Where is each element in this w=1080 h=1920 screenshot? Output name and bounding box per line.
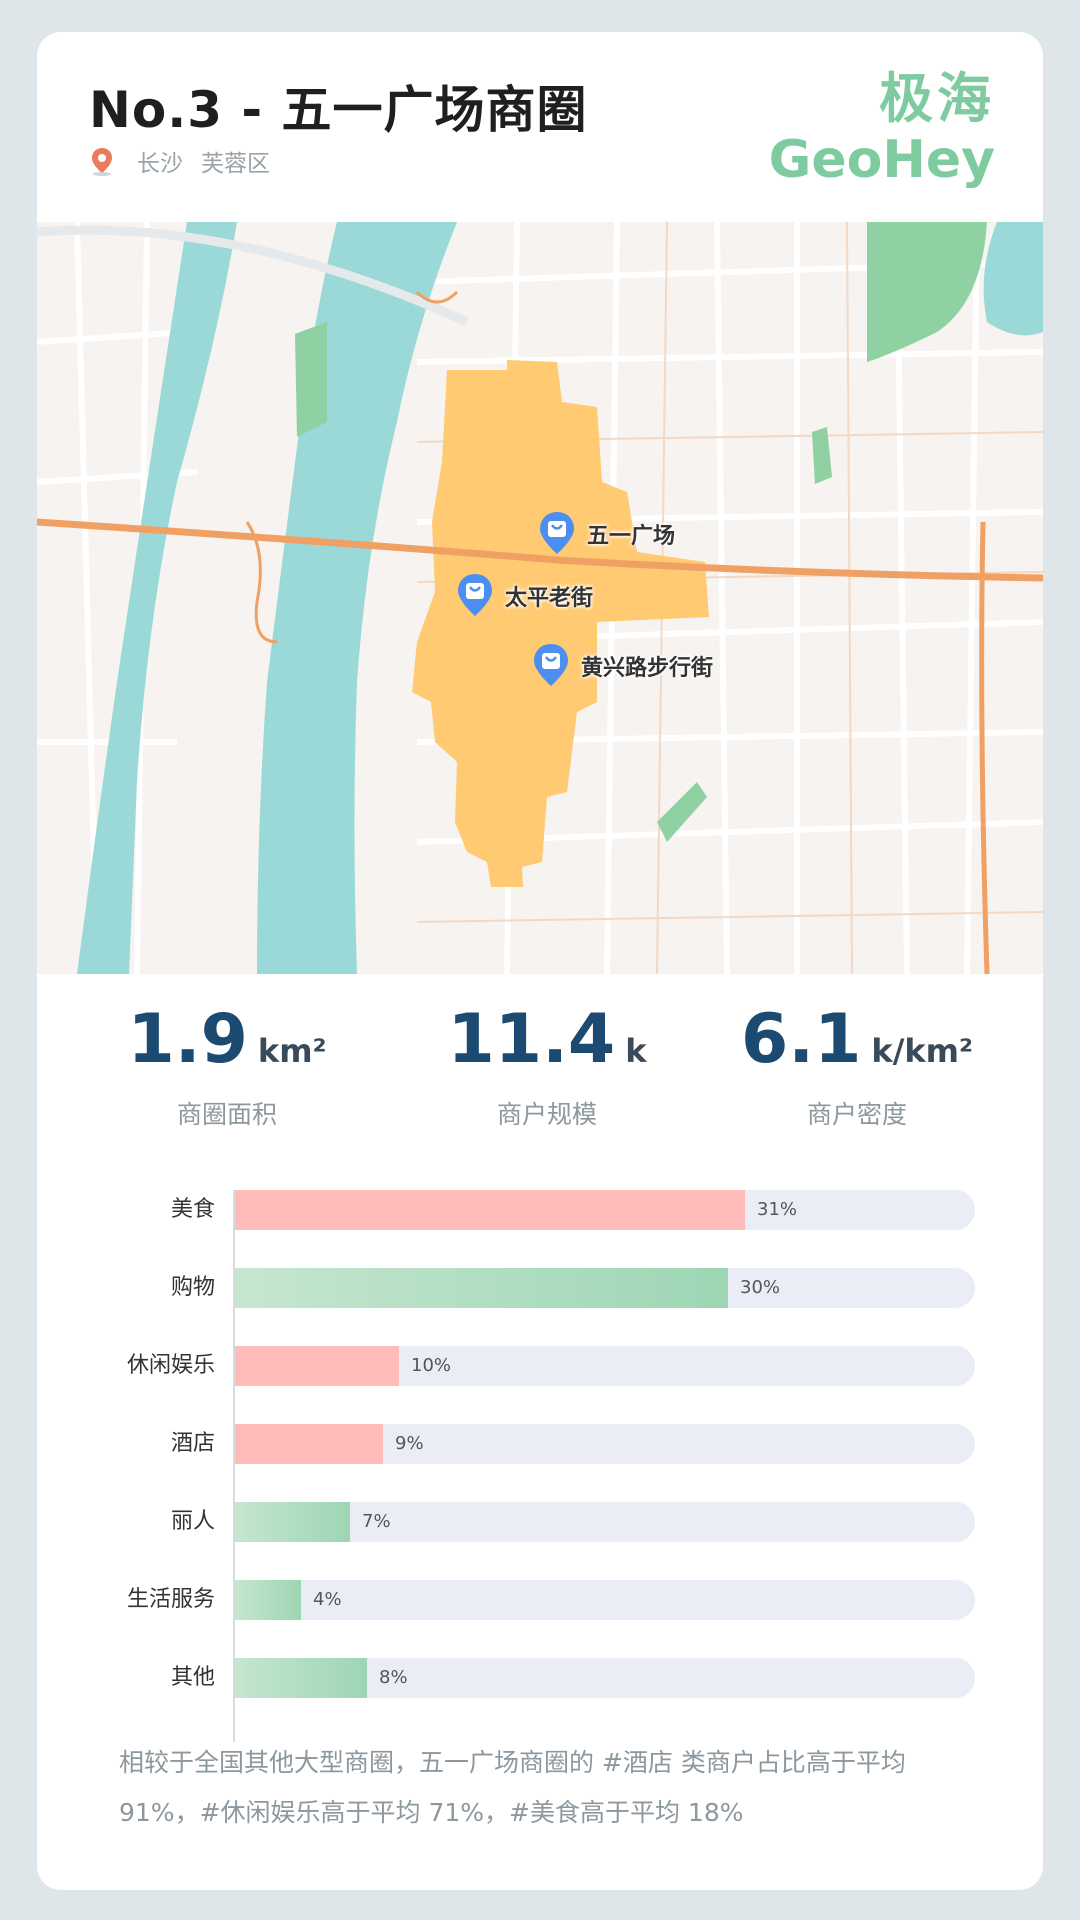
bar-row: 生活服务 4%: [37, 1580, 1043, 1620]
bar-category-label: 生活服务: [126, 1587, 215, 1612]
map[interactable]: 五一广场 太平老街 黄兴路步行街: [37, 222, 1043, 974]
stat-unit: k: [625, 1032, 647, 1070]
bar: [235, 1580, 301, 1620]
bar-value-label: 31%: [757, 1199, 798, 1220]
bar-value-label: 10%: [411, 1355, 452, 1376]
bar-row: 酒店 9%: [37, 1424, 1043, 1464]
bar-category-label: 休闲娱乐: [126, 1353, 215, 1378]
district-label: 芙蓉区: [201, 151, 270, 177]
shopping-bag-marker-icon: [458, 574, 492, 616]
category-bar-chart: 美食 31% 购物 30% 休闲娱乐 10% 酒店 9% 丽人 7% 生活服务 4% 其他 8%: [37, 1190, 1043, 1750]
logo: 极海 GeoHey: [768, 67, 995, 191]
bar: [235, 1502, 350, 1542]
poi-label: 五一广场: [587, 524, 676, 549]
business-area: [412, 360, 709, 887]
park: [295, 322, 327, 437]
bar-track: 30%: [235, 1268, 975, 1308]
bar-category-label: 丽人: [170, 1509, 215, 1534]
bar-track: 7%: [235, 1502, 975, 1542]
logo-en: GeoHey: [768, 130, 995, 190]
bar-value-label: 4%: [313, 1589, 342, 1610]
bar-row: 购物 30%: [37, 1268, 1043, 1308]
city-label: 长沙: [137, 151, 183, 177]
stat-unit: km²: [257, 1032, 327, 1070]
stat-merchants: 11.4 k 商户规模: [397, 998, 697, 1131]
poi-label: 太平老街: [505, 586, 594, 611]
stat-value: 11.4: [447, 1000, 616, 1079]
park: [867, 222, 987, 362]
bar-row: 丽人 7%: [37, 1502, 1043, 1542]
bar-category-label: 美食: [170, 1197, 215, 1222]
bar-value-label: 7%: [362, 1511, 391, 1532]
location-pin-icon: [92, 148, 112, 176]
ramp: [245, 521, 278, 644]
bar-track: 10%: [235, 1346, 975, 1386]
ramp: [415, 290, 459, 304]
bar-category-label: 购物: [170, 1275, 215, 1300]
bar-category-label: 其他: [170, 1665, 215, 1690]
shopping-bag-marker-icon: [540, 512, 574, 554]
stat-value-row: 6.1 k/km²: [697, 998, 1017, 1093]
stat-caption: 商户密度: [806, 1100, 907, 1129]
park: [657, 782, 707, 842]
stat-area: 1.9 km² 商圈面积: [77, 998, 377, 1131]
park: [812, 427, 832, 484]
stat-value-row: 1.9 km²: [77, 998, 377, 1093]
stat-value-row: 11.4 k: [397, 998, 697, 1093]
bar-track: 8%: [235, 1658, 975, 1698]
bar-row: 休闲娱乐 10%: [37, 1346, 1043, 1386]
bar-track: 4%: [235, 1580, 975, 1620]
bar-track: 31%: [235, 1190, 975, 1230]
map-canvas: [37, 222, 1043, 974]
bar: [235, 1424, 383, 1464]
stat-caption: 商户规模: [496, 1100, 597, 1129]
logo-cn: 极海: [879, 67, 995, 130]
summary-note: 相较于全国其他大型商圈，五一广场商圈的 #酒店 类商户占比高于平均 91%，#休…: [119, 1748, 906, 1827]
chart-axis: [233, 1190, 235, 1742]
bar: [235, 1346, 399, 1386]
stat-value: 6.1: [740, 1000, 862, 1079]
stats: 1.9 km² 商圈面积 11.4 k 商户规模 6.1 k/km² 商户密度: [37, 998, 1043, 1148]
page-title: No.3 - 五一广场商圈: [89, 81, 588, 139]
shopping-bag-marker-icon: [534, 644, 568, 686]
poi-huangxing-road[interactable]: 黄兴路步行街: [531, 642, 713, 690]
bar-value-label: 9%: [395, 1433, 424, 1454]
stat-caption: 商圈面积: [176, 1100, 277, 1129]
main-road: [37, 518, 1043, 582]
bridge: [37, 225, 469, 327]
bar-value-label: 8%: [379, 1667, 408, 1688]
river: [77, 222, 237, 974]
bar-category-label: 酒店: [170, 1431, 215, 1456]
stat-density: 6.1 k/km² 商户密度: [697, 998, 1017, 1131]
poi-label: 黄兴路步行街: [581, 656, 714, 681]
river-top-right: [983, 222, 1043, 336]
bar: [235, 1658, 367, 1698]
card: No.3 - 五一广场商圈 长沙 芙蓉区 极海 GeoHey: [37, 32, 1043, 1890]
bar: [235, 1190, 745, 1230]
poi-wuyi-square[interactable]: 五一广场: [537, 510, 675, 558]
location: 长沙 芙蓉区: [89, 144, 270, 178]
bar-track: 9%: [235, 1424, 975, 1464]
bar: [235, 1268, 728, 1308]
bar-value-label: 30%: [740, 1277, 781, 1298]
stat-unit: k/km²: [871, 1032, 974, 1070]
stat-value: 1.9: [127, 1000, 248, 1079]
bar-row: 其他 8%: [37, 1658, 1043, 1698]
poi-taiping-street[interactable]: 太平老街: [455, 572, 593, 620]
ring-road: [979, 521, 990, 974]
bar-row: 美食 31%: [37, 1190, 1043, 1230]
